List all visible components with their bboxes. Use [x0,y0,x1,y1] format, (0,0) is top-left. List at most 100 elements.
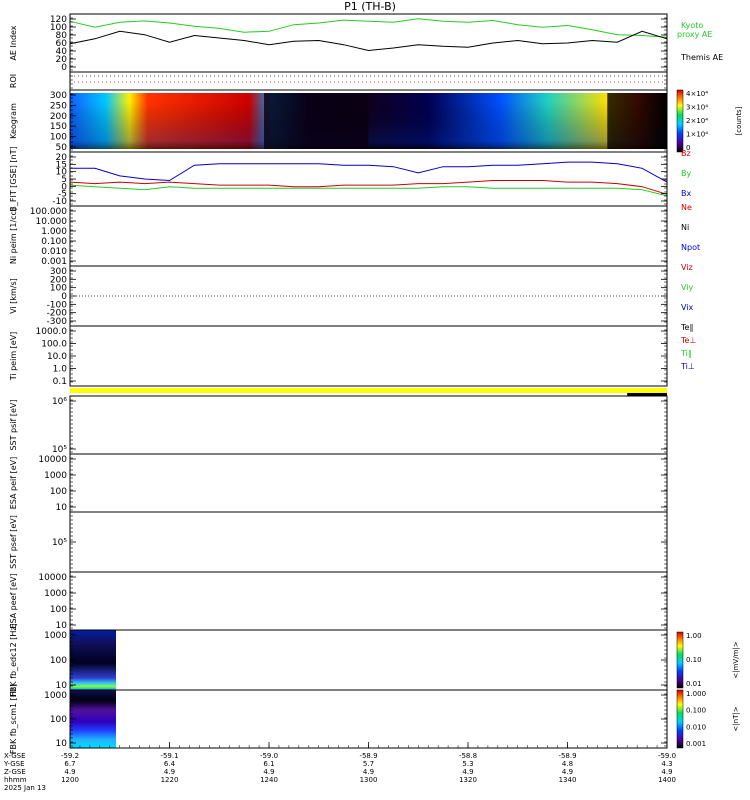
fbk1-ylabel: FBK fb_edc12 [Hz] [9,623,18,696]
z-gse-value: 4.9 [263,768,274,776]
bfit-tick-label: 5 [61,175,67,185]
sst1-tick-label: 10⁵ [52,445,67,455]
ni-tick-label: 100.000 [30,207,67,217]
bfit-legend-entry: By [681,169,691,178]
hhmm-value: 1320 [459,776,477,784]
hhmm-value: 1400 [658,776,676,784]
panel-esa2: 10000 1000 100 10 ESA peef [eV] [9,571,668,631]
bfit-series-bx [69,180,668,195]
z-gse-value: 4.9 [363,768,374,776]
x-gse-value: -58.8 [459,752,477,760]
ti-legend-entry: Ti∥ [680,349,692,358]
keogram-dark-region [264,93,369,149]
panel-sst2: 10⁵ SST psef [eV] [9,511,668,573]
bfit-legend-entry: Bx [681,189,691,198]
keogram-colorbar-label: [counts] [735,106,743,135]
ni-tick-label: 1.000 [41,227,67,237]
bfit-legend-entry: Bz [681,149,691,158]
ni-tick-label: 0.001 [41,257,67,267]
vi-legend-entry: Vix [681,303,694,312]
esa1-frame [69,453,668,513]
roi-ylabel: ROI [9,74,18,88]
y-gse-value: 4.8 [562,760,573,768]
ae-tick-label: 60 [56,39,68,49]
ti-legend-entry: Ti⊥ [680,362,695,371]
panel-fbk1: 1.00 0.10 0.01 <|mV/m|> 1000 100 10 FBK fb_edc1… [9,623,740,696]
bfit-tick-label: 0 [61,182,67,192]
y-gse-value: 5.7 [363,760,374,768]
keogram-colorbar-tick: 3×10⁴ [686,104,708,112]
ti-legend-entry: Te⊥ [680,336,696,345]
fbk1-colorbar-label: <|mV/m|> [732,641,740,678]
ti-tick-label: 0.1 [53,377,67,387]
status-bar-marker [627,393,667,396]
keogram-dark-end [607,93,667,149]
fbk1-tick-label: 1000 [44,631,67,641]
keogram-colorbar-tick: 2×10⁴ [686,117,708,125]
keogram-tick-label: 300 [50,91,67,101]
keogram-colorbar-tick: 0 [686,144,690,152]
fbk1-colorbar-tick: 0.10 [686,656,702,664]
sst2-tick-label: 10⁵ [52,538,67,548]
y-gse-value: 6.4 [164,760,176,768]
x-gse-value: -59.0 [658,752,676,760]
ni-frame [69,205,668,267]
keogram-tick-label: 250 [50,101,67,111]
keogram-tick-label: 150 [50,122,67,132]
esa2-tick-label: 10000 [38,573,67,583]
esa2-tick-label: 1000 [44,589,67,599]
fbk1-frame [69,629,668,691]
ae-tick-label: 100 [50,23,67,33]
panel-esa1: 10000 1000 100 10 ESA peif [eV] [9,453,668,513]
sst1-frame [69,395,668,455]
esa2-frame [69,571,668,631]
ae-series-kyoto-proxy-ae [69,18,668,38]
x-row-label: 2025 Jan 13 [4,784,46,792]
z-gse-value: 4.9 [661,768,672,776]
sst2-ylabel: SST psef [eV] [9,515,18,569]
ae-legend-entry: Themis AE [680,53,723,62]
z-gse-value: 4.9 [164,768,175,776]
esa2-tick-label: 100 [50,605,67,615]
hhmm-value: 1240 [260,776,278,784]
y-gse-value: 6.7 [64,760,75,768]
fbk1-tick-label: 100 [50,656,67,666]
sst1-tick-label: 10⁶ [52,397,67,407]
ni-legend-entry: Ne [681,203,692,212]
ti-tick-label: 10.0 [47,352,67,362]
ni-tick-label: 0.010 [41,247,67,257]
bfit-tick-label: -10 [52,197,67,207]
x-gse-value: -58.9 [359,752,377,760]
fbk1-tick-label: 10 [56,681,68,691]
bfit-tick-label: 15 [56,160,67,170]
y-gse-value: 6.1 [263,760,274,768]
bfit-tick-label: -5 [58,190,67,200]
fbk1-colorbar [676,631,684,689]
hhmm-value: 1220 [161,776,179,784]
bfit-series-by [69,184,668,197]
ni-legend-entry: Npot [681,243,700,252]
ae-tick-label: 0 [61,63,67,73]
vi-tick-label: 300 [50,267,67,277]
panel-keogram: 4×10⁴ 3×10⁴ 2×10⁴ 1×10⁴ 0 [counts] 30025020015… [9,89,743,153]
x-row-label: Z-GSE [4,768,26,776]
y-gse-value: 4.3 [661,760,672,768]
ae-series-themis-ae [69,30,668,52]
ae-legend-entry: proxy AE [677,30,712,39]
vi-legend-entry: Viz [681,263,693,272]
hhmm-value: 1300 [360,776,378,784]
x-row-label: hhmm [4,776,27,784]
bfit-series-bz [70,161,668,183]
ti-tick-label: 100.0 [41,340,67,350]
esa1-tick-label: 10 [56,503,68,513]
ni-legend-entry: Ni [681,223,689,232]
panel-fbk2: 1.000 0.100 0.010 0.001 <|nT|> 1000 100 10 FBK f… [9,684,740,754]
fbk2-colorbar-label: <|nT|> [732,706,740,731]
fbk2-tick-label: 1000 [44,691,67,701]
bfit-tick-label: 10 [56,168,68,178]
fbk2-ylabel: FBK fb_scm1 [Hz] [9,684,18,754]
ae-tick-label: 80 [56,31,68,41]
sst1-ylabel: SST psif [eV] [9,399,18,450]
esa1-ylabel: ESA peif [eV] [9,457,18,510]
